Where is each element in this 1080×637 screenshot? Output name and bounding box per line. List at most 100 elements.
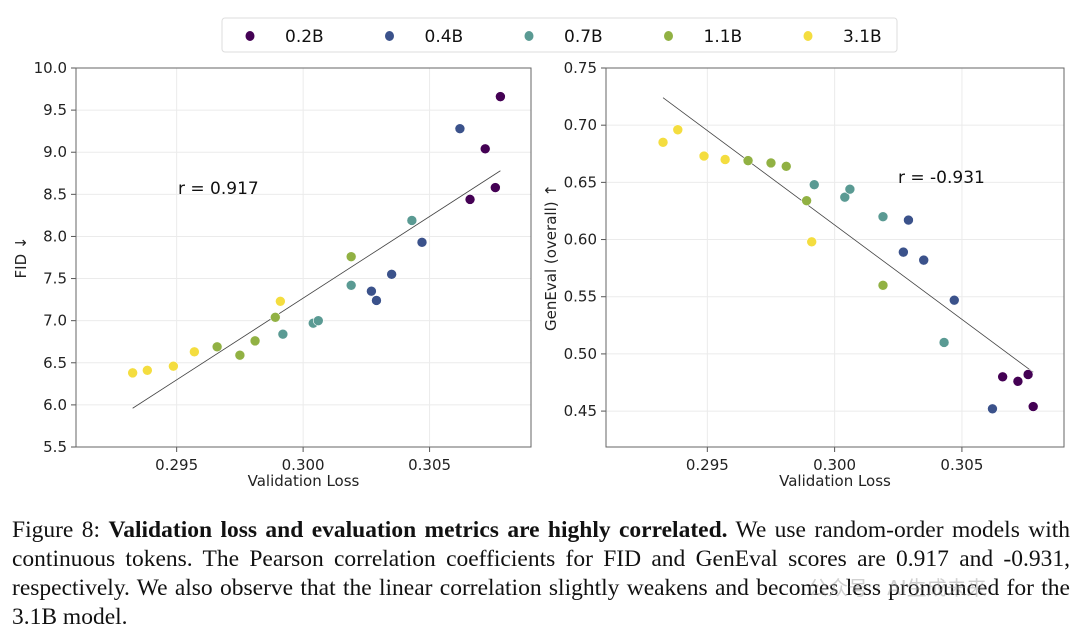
data-point-0.7B bbox=[877, 211, 889, 222]
figure-caption: Figure 8: Validation loss and evaluation… bbox=[12, 516, 1070, 632]
data-point-0.2B bbox=[495, 91, 506, 102]
data-point-0.2B bbox=[1012, 376, 1024, 387]
x-tick-label: 0.295 bbox=[686, 456, 729, 474]
y-axis-label: FID ↓ bbox=[12, 237, 30, 279]
x-tick-label: 0.300 bbox=[813, 456, 856, 474]
y-tick-label: 0.65 bbox=[564, 173, 597, 191]
data-point-3.1B bbox=[189, 346, 200, 358]
correlation-annotation: r = 0.917 bbox=[178, 179, 259, 199]
plot-frame bbox=[75, 67, 532, 448]
legend-label: 0.2B bbox=[285, 27, 324, 47]
y-tick-label: 8.5 bbox=[43, 185, 67, 203]
data-point-0.2B bbox=[1027, 401, 1039, 412]
data-point-0.4B bbox=[903, 214, 914, 226]
data-point-0.7B bbox=[277, 328, 289, 340]
y-tick-label: 6.5 bbox=[43, 354, 67, 372]
data-point-3.1B bbox=[672, 124, 684, 136]
legend-marker-0.2B bbox=[245, 31, 255, 41]
data-point-0.4B bbox=[918, 254, 930, 266]
data-point-0.4B bbox=[386, 269, 397, 280]
x-tick-label: 0.305 bbox=[408, 456, 451, 474]
data-point-1.1B bbox=[742, 155, 754, 166]
data-point-0.2B bbox=[479, 143, 491, 155]
data-point-3.1B bbox=[127, 367, 138, 379]
legend-marker-3.1B bbox=[803, 31, 813, 41]
data-point-0.2B bbox=[490, 182, 501, 193]
plot-fid: 0.295 0.300 0.305 5.5 6.0 6.5 7.0 7.5 8.0 8.5 9.0 9… bbox=[12, 59, 532, 490]
plot-geneval: 0.295 0.300 0.305 0.45 0.50 0.55 0.60 0.65 0.70 0… bbox=[542, 59, 1065, 490]
data-point-3.1B bbox=[719, 154, 731, 165]
x-tick-label: 0.305 bbox=[940, 456, 983, 474]
fit-line bbox=[132, 170, 501, 409]
data-point-1.1B bbox=[877, 279, 889, 291]
data-point-1.1B bbox=[345, 251, 357, 262]
x-tick-label: 0.300 bbox=[282, 456, 325, 474]
fit-line bbox=[662, 97, 1034, 373]
data-point-1.1B bbox=[211, 341, 223, 353]
legend-frame bbox=[221, 17, 898, 53]
data-point-0.4B bbox=[898, 246, 909, 258]
data-point-0.7B bbox=[808, 179, 820, 190]
y-tick-label: 0.60 bbox=[564, 231, 597, 249]
data-point-1.1B bbox=[234, 349, 246, 361]
legend-label: 0.4B bbox=[425, 27, 464, 47]
legend-label: 1.1B bbox=[704, 27, 743, 47]
data-point-3.1B bbox=[275, 295, 286, 307]
data-point-1.1B bbox=[801, 195, 812, 206]
y-tick-label: 5.5 bbox=[43, 438, 67, 456]
data-point-1.1B bbox=[269, 311, 281, 323]
y-tick-label: 0.55 bbox=[564, 288, 597, 306]
legend-label: 3.1B bbox=[843, 27, 882, 47]
y-tick-label: 0.75 bbox=[564, 59, 597, 77]
y-tick-label: 10.0 bbox=[34, 59, 67, 77]
legend-marker-0.4B bbox=[385, 31, 394, 41]
legend-marker-0.7B bbox=[524, 31, 534, 41]
data-point-3.1B bbox=[657, 137, 669, 148]
y-axis-label: GenEval (overall) ↑ bbox=[542, 184, 560, 331]
y-tick-label: 0.45 bbox=[564, 402, 597, 420]
y-tick-label: 0.70 bbox=[564, 116, 597, 134]
y-tick-label: 6.0 bbox=[43, 396, 67, 414]
data-point-0.4B bbox=[416, 237, 428, 248]
data-point-0.7B bbox=[345, 279, 357, 291]
data-point-0.4B bbox=[987, 403, 998, 415]
data-point-3.1B bbox=[806, 236, 818, 248]
plot-frame bbox=[605, 67, 1065, 448]
data-point-1.1B bbox=[780, 161, 792, 172]
x-axis-label: Validation Loss bbox=[248, 472, 360, 490]
data-point-0.2B bbox=[464, 194, 476, 205]
data-point-0.7B bbox=[839, 191, 851, 203]
y-tick-label: 9.5 bbox=[43, 101, 67, 119]
x-tick-label: 0.295 bbox=[155, 456, 198, 474]
legend: 0.2B 0.4B 0.7B 1.1B 3.1B bbox=[221, 17, 898, 53]
watermark: 公众号 · AI生成未来 bbox=[808, 576, 987, 600]
y-tick-label: 7.5 bbox=[43, 270, 67, 288]
data-point-0.2B bbox=[997, 371, 1008, 383]
data-point-3.1B bbox=[142, 365, 153, 376]
legend-label: 0.7B bbox=[564, 27, 603, 47]
data-point-1.1B bbox=[249, 335, 261, 347]
data-point-0.7B bbox=[844, 183, 856, 195]
data-point-0.4B bbox=[948, 294, 960, 306]
data-point-0.7B bbox=[312, 315, 324, 326]
caption-text: We use random-order models with continuo… bbox=[12, 517, 1071, 630]
data-point-0.4B bbox=[366, 285, 377, 297]
data-point-3.1B bbox=[168, 360, 179, 372]
data-point-3.1B bbox=[698, 150, 710, 162]
data-point-0.4B bbox=[371, 295, 382, 306]
y-tick-label: 9.0 bbox=[43, 143, 67, 161]
data-point-0.4B bbox=[454, 123, 466, 134]
data-point-0.7B bbox=[406, 215, 418, 226]
caption-bold: Validation loss and evaluation metrics a… bbox=[108, 517, 728, 543]
y-tick-label: 0.50 bbox=[564, 345, 597, 363]
y-tick-label: 8.0 bbox=[43, 227, 67, 245]
x-axis-label: Validation Loss bbox=[779, 472, 891, 490]
y-tick-label: 7.0 bbox=[43, 312, 67, 330]
data-point-1.1B bbox=[765, 157, 777, 169]
caption-label: Figure 8: bbox=[12, 517, 101, 543]
correlation-annotation: r = -0.931 bbox=[898, 168, 985, 188]
data-point-0.2B bbox=[1022, 369, 1034, 380]
legend-marker-1.1B bbox=[664, 31, 673, 41]
data-point-0.7B bbox=[938, 337, 950, 348]
